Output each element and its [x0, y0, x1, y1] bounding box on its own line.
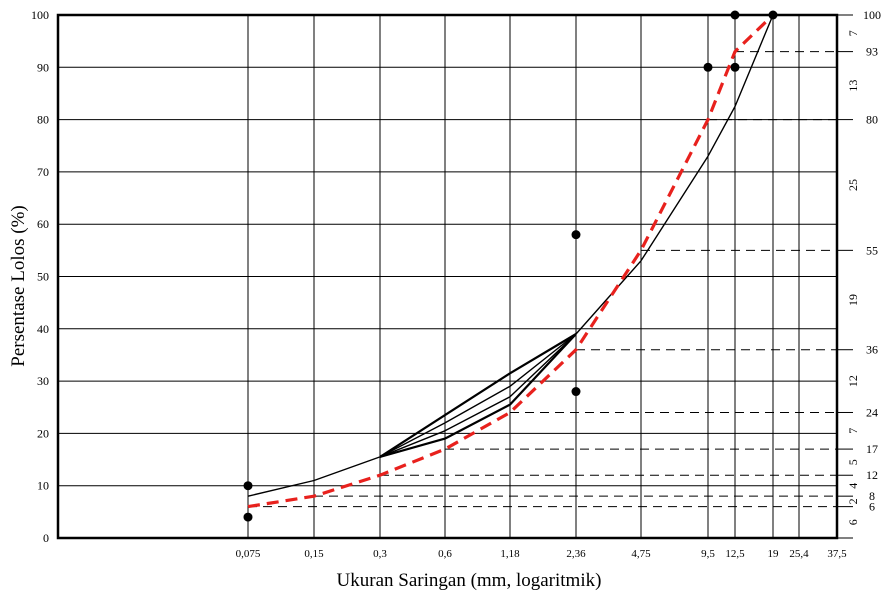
plot-frame: [56, 13, 839, 540]
difference-label: 25: [846, 179, 860, 191]
y-tick-label: 80: [37, 113, 49, 127]
difference-label: 7: [846, 30, 860, 36]
x-tick-label: 4,75: [631, 548, 651, 560]
control-point: [703, 62, 713, 72]
control-point: [571, 387, 581, 397]
y-tick-label: 60: [37, 217, 49, 231]
x-tick-label: 12,5: [725, 548, 745, 560]
y-tick-label: 10: [37, 479, 49, 493]
difference-label: 2: [846, 498, 860, 504]
level-label: 24: [866, 405, 878, 419]
y-tick-label: 90: [37, 60, 49, 74]
series-line-black-thick: [379, 333, 577, 458]
level-label: 93: [866, 45, 878, 59]
x-tick-label: 1,18: [500, 548, 520, 560]
difference-label: 7: [846, 428, 860, 434]
y-tick-label: 0: [43, 531, 49, 545]
y-tick-label: 20: [37, 426, 49, 440]
control-points: [243, 10, 778, 522]
y-tick-label: 100: [31, 8, 49, 22]
control-point: [571, 230, 581, 240]
series-lines: [247, 13, 775, 509]
x-axis-title: Ukuran Saringan (mm, logaritmik): [337, 570, 602, 591]
y-tick-label: 50: [37, 270, 49, 284]
grid: [58, 15, 837, 538]
control-point: [730, 62, 740, 72]
level-label: 80: [866, 113, 878, 127]
reference-lines: [248, 51, 837, 508]
x-tick-label: 19: [768, 548, 780, 560]
difference-label: 5: [846, 459, 860, 465]
x-tick-label: 0,15: [304, 548, 324, 560]
difference-label: 4: [846, 483, 860, 489]
control-point: [243, 512, 253, 522]
series-line-black: [379, 333, 577, 458]
series-line-red-dashed: [247, 13, 775, 509]
series-line-black: [247, 14, 774, 497]
level-label: 12: [866, 468, 878, 482]
difference-label: 12: [846, 375, 860, 387]
y-tick-label: 70: [37, 165, 49, 179]
series-line-black-thick: [379, 333, 577, 458]
level-label: 6: [869, 500, 875, 514]
x-tick-label: 2,36: [566, 548, 586, 560]
level-label: 17: [866, 442, 878, 456]
x-tick-label: 0,6: [438, 548, 452, 560]
x-tick-labels: 0,075 0,15 0,3 0,6 1,18 2,36 4,75 9,5 12,5 19 25,4…: [236, 548, 848, 560]
y-tick-label: 40: [37, 322, 49, 336]
level-label: 8: [869, 489, 875, 503]
y-tick-labels: 0 10 20 30 40 50 60 70 80 90 100: [31, 8, 49, 545]
y-tick-label: 30: [37, 374, 49, 388]
control-point: [243, 481, 253, 491]
difference-label: 19: [846, 294, 860, 306]
level-label: 100: [863, 8, 881, 22]
x-tick-label: 0,075: [236, 548, 261, 560]
level-label: 36: [866, 343, 878, 357]
x-tick-label: 37,5: [827, 548, 847, 560]
x-tick-label: 25,4: [789, 548, 809, 560]
level-label: 55: [866, 243, 878, 257]
x-tick-label: 9,5: [701, 548, 715, 560]
x-tick-label: 0,3: [373, 548, 387, 560]
difference-label: 6: [846, 519, 860, 525]
y-axis-title: Persentase Lolos (%): [8, 205, 29, 366]
difference-label: 13: [846, 80, 860, 92]
